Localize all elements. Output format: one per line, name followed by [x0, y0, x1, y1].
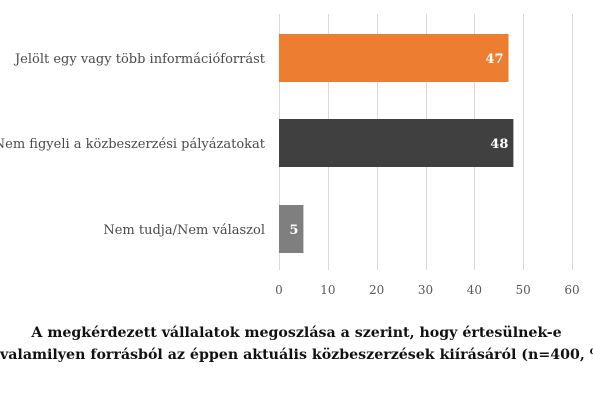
data-label-2: 48 [490, 137, 508, 152]
caption-line-1: A megkérdezett vállalatok megoszlása a s… [31, 325, 562, 341]
bar-chart: 47 48 5 Jelölt egy vagy több információfor… [0, 14, 580, 297]
x-tick-label-20: 20 [369, 283, 384, 297]
data-label-1: 47 [485, 52, 503, 67]
x-axis-tick-labels: 0 10 20 30 40 50 60 [275, 283, 579, 297]
chart-caption: A megkérdezett vállalatok megoszlása a s… [0, 322, 593, 366]
x-tick-label-30: 30 [418, 283, 433, 297]
x-tick-label-40: 40 [467, 283, 482, 297]
category-label-2: Nem figyeli a közbeszerzési pályázatokat [0, 137, 266, 152]
x-tick-label-10: 10 [320, 283, 335, 297]
category-label-3: Nem tudja/Nem válaszol [103, 223, 265, 238]
x-tick-label-50: 50 [516, 283, 531, 297]
x-tick-label-60: 60 [564, 283, 579, 297]
bar-2 [279, 119, 514, 167]
data-label-3: 5 [289, 223, 298, 238]
bars: 47 48 5 [279, 34, 514, 253]
category-label-1: Jelölt egy vagy több információforrást [13, 52, 266, 67]
bar-1 [279, 34, 509, 82]
caption-line-2: valamilyen forrásból az éppen aktuális k… [0, 347, 593, 363]
category-labels: Jelölt egy vagy több információforrást Ne… [0, 52, 266, 238]
x-tick-label-0: 0 [275, 283, 283, 297]
bar-3 [279, 205, 304, 253]
